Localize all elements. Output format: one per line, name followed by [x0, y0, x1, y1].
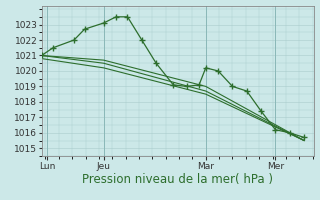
X-axis label: Pression niveau de la mer( hPa ): Pression niveau de la mer( hPa ): [82, 173, 273, 186]
